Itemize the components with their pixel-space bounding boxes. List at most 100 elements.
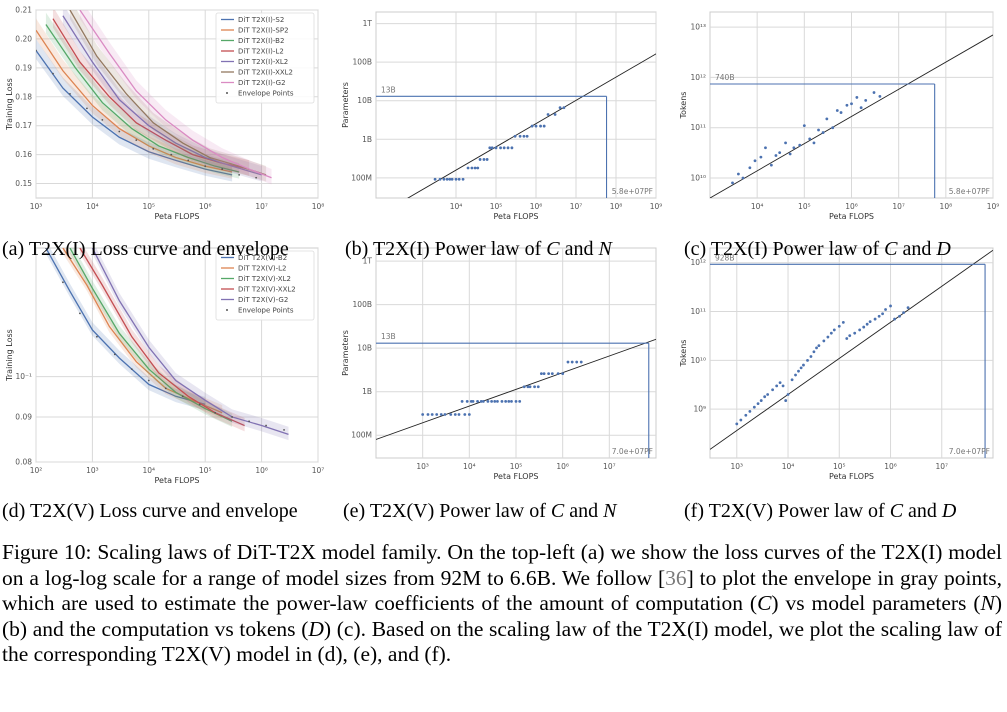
plot-area: [36, 10, 272, 185]
caption-fragment: ] to plot the envelope in gray points, w…: [2, 565, 1002, 616]
x-tick-label: 10⁹: [650, 202, 663, 211]
data-point: [794, 373, 797, 377]
y-tick-label: 0.17: [15, 121, 32, 130]
data-point: [481, 399, 485, 403]
caption-fragment: (a) T2X(I) Loss curve and envelope: [2, 238, 289, 260]
envelope-point: [62, 281, 64, 284]
envelope-point: [181, 395, 184, 398]
data-point: [500, 399, 504, 403]
data-point: [493, 399, 497, 403]
figure-caption: Figure 10: Scaling laws of DiT-T2X model…: [2, 540, 1002, 668]
y-tick-label: 10¹³: [690, 23, 706, 32]
envelope-point: [86, 107, 88, 110]
data-point: [759, 399, 763, 402]
data-point: [506, 146, 510, 150]
data-point: [579, 360, 583, 364]
data-point: [817, 344, 821, 348]
chart-e-svg: 10³ 10⁴ 10⁵ 10⁶ 10⁷ 100M 1B 10B 100B 1T Peta FLOPS…: [341, 247, 657, 481]
reference-y-label: 740B: [715, 73, 734, 82]
caption-fragment: (d) T2X(V) Loss curve and envelope: [2, 500, 298, 522]
envelope-point: [130, 368, 133, 370]
envelope-point: [248, 420, 250, 423]
series-line: [45, 248, 206, 406]
data-point: [756, 402, 760, 406]
y-axis-title: Parameters: [341, 330, 350, 376]
subcaption-e: (e) T2X(V) Power law of C and N: [343, 500, 616, 523]
x-axis-title: Peta FLOPS: [154, 476, 199, 485]
data-point: [533, 385, 536, 389]
data-point: [893, 317, 896, 321]
y-tick-label: 10B: [357, 344, 372, 353]
data-point: [855, 96, 859, 99]
legend-label: Envelope Points: [238, 307, 294, 315]
data-point: [421, 413, 425, 416]
data-point: [806, 358, 809, 362]
y-tick-label: 10¹¹: [690, 307, 706, 316]
data-point: [494, 146, 498, 150]
data-point: [542, 372, 546, 376]
y-tick-label: 100M: [351, 431, 372, 440]
data-point: [570, 360, 574, 364]
data-point: [815, 346, 818, 350]
data-point: [546, 113, 550, 116]
data-point: [835, 109, 839, 112]
data-point: [822, 339, 826, 343]
data-point: [461, 177, 465, 181]
data-point: [457, 177, 461, 181]
reference-x-label: 5.8e+07PF: [949, 187, 990, 196]
y-tick-label: 0.09: [15, 412, 32, 421]
envelope-point: [187, 159, 190, 162]
data-point: [859, 106, 863, 110]
y-tick-label: 10⁻¹: [15, 372, 32, 381]
data-point: [453, 413, 457, 416]
data-point: [817, 128, 820, 132]
x-tick-label: 10⁵: [490, 202, 503, 211]
y-tick-label: 10B: [357, 96, 372, 105]
x-tick-label: 10⁸: [940, 202, 953, 211]
x-axis-title: Peta FLOPS: [493, 212, 538, 221]
series-band: [69, 248, 233, 428]
data-point: [445, 177, 449, 181]
chart-d-svg: 10² 10³ 10⁴ 10⁵ 10⁶ 10⁷ 0.08 0.09 10⁻¹ Peta FLOPS…: [5, 247, 324, 485]
data-point: [558, 106, 562, 110]
legend-box: [215, 250, 315, 321]
data-point: [766, 393, 770, 396]
chart-a-svg: 10³ 10⁴ 10⁵ 10⁶ 10⁷ 10⁸ 0.15 0.16 0.17 0.18 0.19 0.…: [5, 6, 324, 222]
data-point: [499, 146, 502, 150]
y-tick-label: 1T: [363, 257, 373, 266]
subcaption-b: (b) T2X(I) Power law of C and N: [345, 238, 612, 261]
x-tick-label: 10⁶: [255, 466, 268, 475]
x-tick-label: 10⁶: [530, 202, 543, 211]
data-point: [449, 413, 453, 416]
data-point: [430, 413, 434, 416]
x-tick-label: 10⁵: [798, 202, 811, 211]
data-point: [478, 158, 482, 161]
series-band: [79, 248, 245, 432]
x-tick-label: 10⁵: [833, 462, 846, 471]
data-point: [845, 337, 849, 340]
data-point: [539, 124, 542, 128]
data-point: [802, 363, 805, 367]
data-point: [775, 384, 779, 388]
data-point: [460, 399, 464, 403]
x-tick-label: 10⁴: [86, 202, 99, 211]
y-tick-label: 10¹⁰: [690, 356, 706, 365]
reference-x-label: 7.0e+07PF: [612, 447, 653, 456]
data-point: [539, 372, 543, 376]
data-point: [832, 328, 836, 332]
data-point: [471, 399, 475, 403]
data-point: [837, 324, 841, 328]
caption-fragment: ) (b) and the computation vs tokens (: [2, 591, 1002, 641]
data-point: [486, 399, 490, 403]
x-tick-label: 10⁵: [510, 462, 523, 471]
legend-label: DiT T2X(V)-L2: [238, 265, 287, 273]
fit-line: [376, 338, 656, 440]
y-tick-label: 10¹²: [690, 73, 706, 82]
data-point: [786, 393, 790, 396]
reference-y-label: 13B: [381, 332, 396, 341]
caption-fragment: (e) T2X(V) Power law of: [343, 500, 551, 522]
data-point: [753, 159, 757, 163]
data-point: [872, 91, 876, 94]
data-point: [476, 166, 480, 170]
envelope-point: [170, 153, 173, 156]
